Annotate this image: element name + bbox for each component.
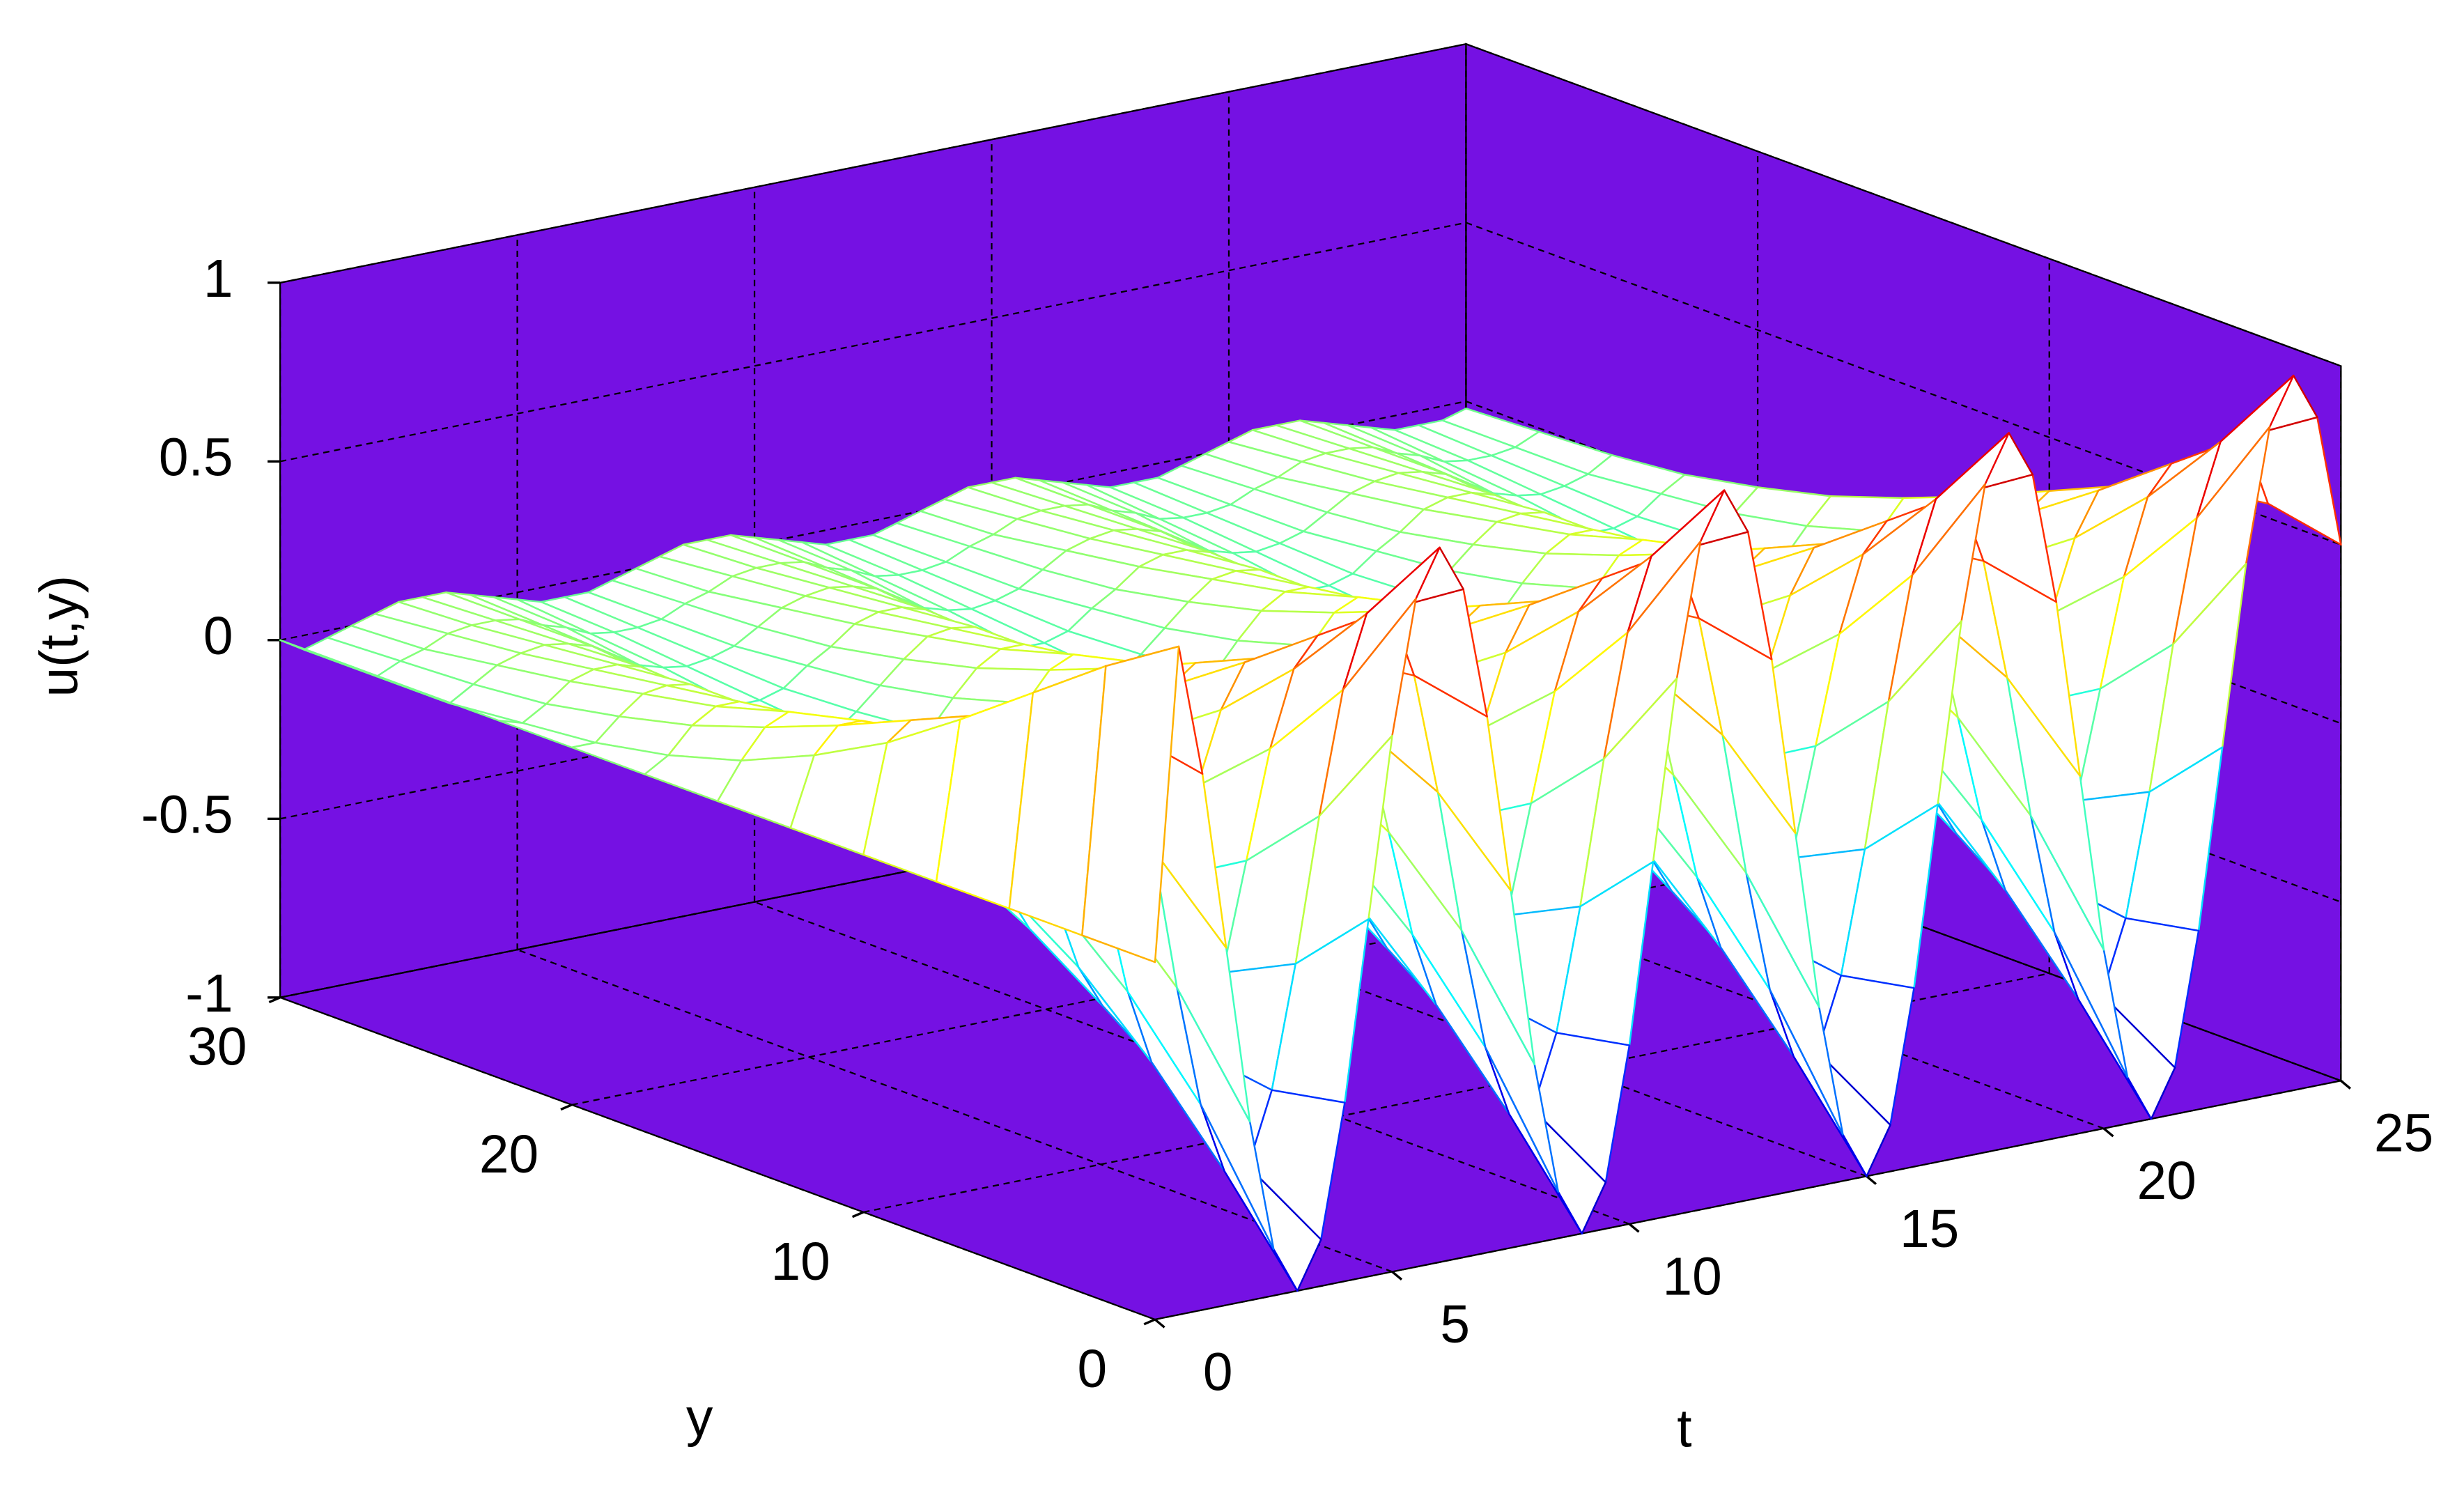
y-tick-label: 30	[187, 1018, 247, 1077]
x-grid-line	[279, 996, 1156, 1321]
x-tick	[1391, 1271, 1403, 1281]
z-grid-line	[279, 757, 1466, 998]
y-tick-label: 20	[479, 1125, 538, 1184]
z-axis-label: u(t,y)	[30, 575, 89, 697]
z-tick-label: 0	[203, 607, 233, 666]
z-grid-line	[279, 222, 1466, 463]
y-grid-line	[1154, 1080, 2341, 1321]
z-tick-label: -0.5	[141, 786, 233, 845]
x-tick-label: 0	[1203, 1342, 1233, 1402]
x-tick	[1154, 1318, 1165, 1329]
x-tick-label: 20	[2137, 1152, 2196, 1211]
y-grid-line	[863, 973, 2050, 1214]
z-grid-line	[1466, 222, 2341, 545]
z-tick-label: 0.5	[159, 428, 233, 488]
z-grid-line	[1466, 43, 2341, 367]
y-tick-label: 10	[771, 1232, 830, 1292]
x-grid-line	[991, 853, 1867, 1177]
mesh-cell	[1081, 645, 1180, 963]
z-tick-label: -1	[185, 964, 233, 1023]
y-tick	[1143, 1318, 1156, 1326]
x-tick	[1628, 1223, 1640, 1233]
x-tick-label: 25	[2374, 1104, 2433, 1163]
y-tick	[851, 1211, 865, 1218]
x-tick-label: 15	[1900, 1200, 1959, 1259]
x-tick-label: 5	[1440, 1295, 1470, 1354]
x-tick-label: 10	[1663, 1247, 1722, 1306]
surface	[279, 374, 2342, 1292]
labels: t y u(t,y) 0 5 10 15 20 25 0 10 20 30-1 -0.5 0 0.5 1	[30, 249, 2433, 1458]
x-grid-line	[517, 949, 1393, 1273]
y-tick-label: 0	[1078, 1340, 1108, 1399]
z-tick-label: 1	[203, 249, 233, 309]
x-grid-line	[1228, 805, 2105, 1129]
y-tick	[560, 1104, 573, 1111]
x-tick	[2102, 1127, 2114, 1138]
x-tick	[2340, 1079, 2351, 1090]
z-grid-line	[279, 43, 1466, 284]
y-axis-label: y	[686, 1388, 713, 1448]
x-tick	[1866, 1175, 1877, 1185]
x-axis-label: t	[1677, 1400, 1691, 1459]
